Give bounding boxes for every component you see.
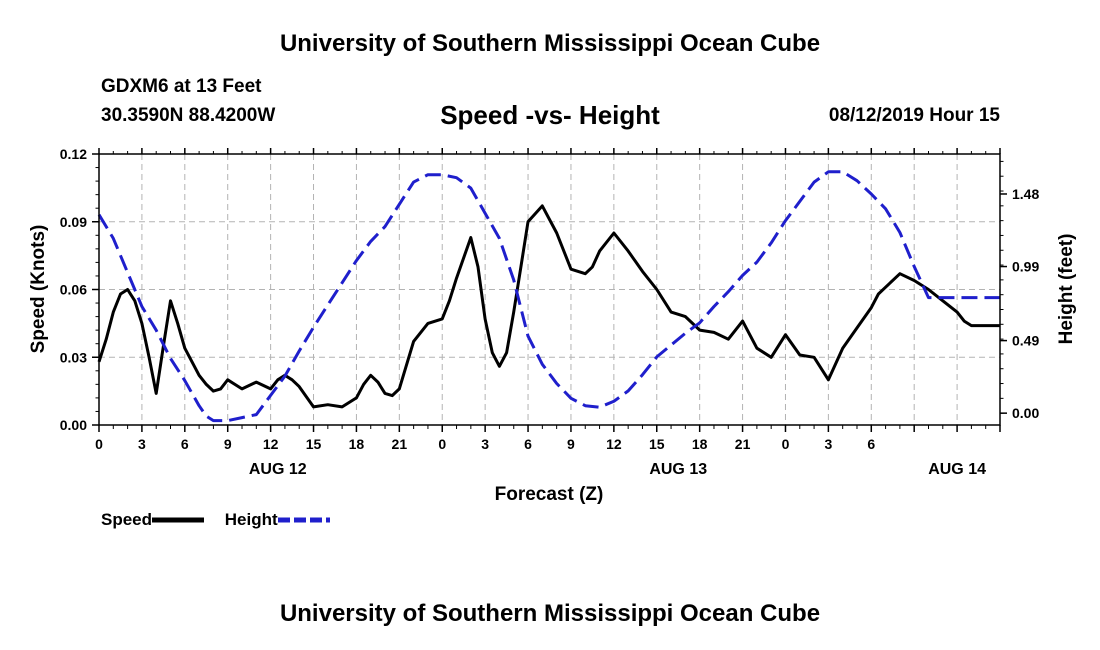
- x-tick-label: 21: [735, 436, 751, 452]
- x-tick-label: 0: [438, 436, 446, 452]
- x-date-label: AUG 12: [249, 461, 307, 478]
- legend-speed: Speed: [101, 509, 205, 530]
- legend-height-label: Height: [224, 509, 278, 529]
- x-tick-label: 12: [606, 436, 622, 452]
- x-tick-label: 15: [649, 436, 665, 452]
- y2-axis-label: Height (feet): [1056, 234, 1077, 345]
- page-title-top: University of Southern Mississippi Ocean…: [279, 30, 821, 57]
- x-axis-label: Forecast (Z): [495, 484, 604, 505]
- y2-tick-label: 1.48: [1012, 186, 1039, 202]
- x-tick-label: 6: [867, 436, 875, 452]
- x-tick-label: 9: [567, 436, 575, 452]
- y-axis-label: Speed (Knots): [28, 225, 49, 354]
- x-date-label: AUG 14: [928, 461, 986, 478]
- y-tick-label: 0.00: [60, 417, 87, 433]
- series-line-height: [97, 170, 1000, 423]
- chart-axes: 0 3 6 9 12 15 18 21 0 3 6 9 12 15 18 21 0 3 6 0.00 0.03 0.06 0…: [60, 146, 1040, 478]
- series-line-speed: [97, 204, 1000, 409]
- legend-speed-swatch: [152, 517, 205, 523]
- x-tick-label: 3: [138, 436, 146, 452]
- station-coordinates: 30.3590N 88.4200W: [101, 105, 276, 126]
- x-tick-label: 3: [481, 436, 489, 452]
- x-tick-label: 15: [306, 436, 322, 452]
- page-title-bottom: University of Southern Mississippi Ocean…: [279, 600, 821, 627]
- y-tick-label: 0.03: [60, 349, 87, 365]
- x-tick-label: 3: [824, 436, 832, 452]
- x-tick-label: 6: [181, 436, 189, 452]
- y2-tick-label: 0.99: [1012, 259, 1039, 275]
- chart-series: [97, 170, 1000, 423]
- y-tick-label: 0.06: [60, 282, 87, 298]
- station-label: GDXM6 at 13 Feet: [101, 76, 262, 97]
- chart-title: Speed -vs- Height: [440, 100, 660, 130]
- y2-tick-label: 0.00: [1012, 405, 1039, 421]
- legend-height: Height: [225, 510, 330, 530]
- legend-speed-label: Speed: [101, 509, 153, 529]
- x-date-label: AUG 13: [649, 461, 707, 478]
- x-tick-label: 0: [782, 436, 790, 452]
- y2-tick-label: 0.49: [1012, 333, 1039, 349]
- y-tick-label: 0.09: [60, 214, 87, 230]
- x-tick-label: 21: [392, 436, 408, 452]
- x-tick-label: 18: [349, 436, 365, 452]
- x-tick-label: 9: [224, 436, 232, 452]
- x-tick-label: 0: [95, 436, 103, 452]
- x-tick-label: 18: [692, 436, 708, 452]
- x-tick-label: 6: [524, 436, 532, 452]
- x-tick-label: 12: [263, 436, 279, 452]
- forecast-datestamp: 08/12/2019 Hour 15: [828, 105, 1000, 126]
- legend-height-swatch: [277, 517, 330, 523]
- chart-legend: Speed Height: [101, 509, 346, 530]
- y-tick-label: 0.12: [60, 146, 87, 162]
